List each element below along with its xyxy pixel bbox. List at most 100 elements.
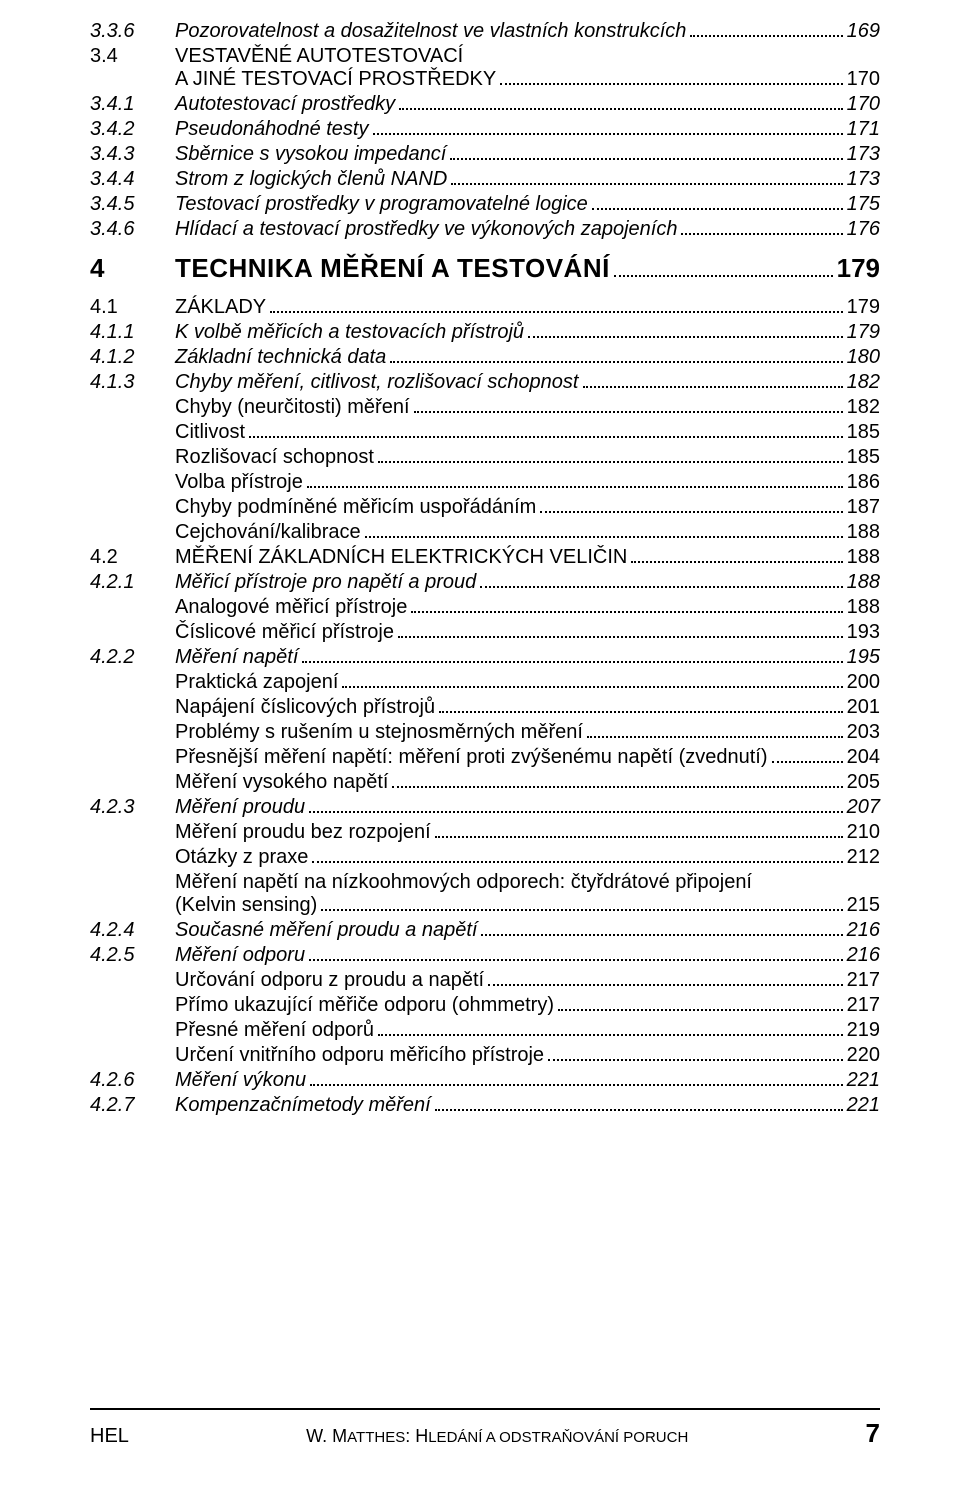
toc-row: 3.4.6Hlídací a testovací prostředky ve v… xyxy=(90,218,880,241)
toc-label: Určování odporu z proudu a napětí xyxy=(175,969,484,992)
toc-label: Kompenzačnímetody měření xyxy=(175,1094,431,1117)
toc-leader xyxy=(439,711,843,713)
toc-label: Problémy s rušením u stejnosměrných měře… xyxy=(175,721,583,744)
toc-page: 221 xyxy=(847,1069,880,1092)
toc-page: 171 xyxy=(847,118,880,141)
toc-page: 200 xyxy=(847,671,880,694)
toc-leader xyxy=(321,909,842,911)
toc-label: Číslicové měřicí přístroje xyxy=(175,621,394,644)
toc-leader xyxy=(302,661,842,663)
toc-leader xyxy=(310,1084,842,1086)
toc-leader xyxy=(558,1009,843,1011)
toc-row: 4.1ZÁKLADY179 xyxy=(90,296,880,319)
toc-row: 3.4.1Autotestovací prostředky170 xyxy=(90,93,880,116)
toc-page: 221 xyxy=(847,1094,880,1117)
toc-leader xyxy=(528,336,843,338)
toc-page: 216 xyxy=(847,944,880,967)
toc-label: Otázky z praxe xyxy=(175,846,308,869)
toc-leader xyxy=(378,461,843,463)
toc-row: 3.4VESTAVĚNÉ AUTOTESTOVACÍA JINÉ TESTOVA… xyxy=(90,45,880,91)
toc-page: 203 xyxy=(847,721,880,744)
toc-label: Pseudonáhodné testy xyxy=(175,118,369,141)
toc-leader xyxy=(435,836,843,838)
toc-page: 188 xyxy=(847,521,880,544)
toc-leader xyxy=(411,611,842,613)
toc-leader xyxy=(488,984,843,986)
toc-page: 195 xyxy=(847,646,880,669)
toc-row: Určení vnitřního odporu měřicího přístro… xyxy=(90,1044,880,1067)
toc-number: 4.2.7 xyxy=(90,1094,175,1117)
toc-row: Měření proudu bez rozpojení210 xyxy=(90,821,880,844)
footer-page-number: 7 xyxy=(866,1418,880,1449)
toc-page: 169 xyxy=(847,20,880,43)
toc-label: Měření výkonu xyxy=(175,1069,306,1092)
toc-row: 4TECHNIKA MĚŘENÍ A TESTOVÁNÍ179 xyxy=(90,253,880,284)
toc-row: 4.2.6Měření výkonu 221 xyxy=(90,1069,880,1092)
toc-label: Volba přístroje xyxy=(175,471,303,494)
toc-label-line2: A JINÉ TESTOVACÍ PROSTŘEDKY xyxy=(175,68,496,91)
toc-number: 4.1 xyxy=(90,296,175,319)
toc-leader xyxy=(450,158,842,160)
toc-leader xyxy=(681,233,842,235)
toc-page: 201 xyxy=(847,696,880,719)
toc-label: Hlídací a testovací prostředky ve výkono… xyxy=(175,218,677,241)
toc-row: 3.4.4Strom z logických členů NAND173 xyxy=(90,168,880,191)
toc-page: 207 xyxy=(847,796,880,819)
toc-label: Cejchování/kalibrace xyxy=(175,521,361,544)
toc-leader xyxy=(772,761,843,763)
toc-page: 173 xyxy=(847,168,880,191)
toc-row: 4.1.1K volbě měřicích a testovacích přís… xyxy=(90,321,880,344)
toc-row: Chyby (neurčitosti) měření182 xyxy=(90,396,880,419)
toc-label: Určení vnitřního odporu měřicího přístro… xyxy=(175,1044,544,1067)
toc-number: 4.1.3 xyxy=(90,371,175,394)
toc-leader xyxy=(583,386,843,388)
toc-leader xyxy=(270,311,842,313)
toc-number: 4.2.4 xyxy=(90,919,175,942)
toc-number: 4.1.2 xyxy=(90,346,175,369)
toc-label: Současné měření proudu a napětí xyxy=(175,919,477,942)
toc-row: Rozlišovací schopnost185 xyxy=(90,446,880,469)
toc-label: Měřicí přístroje pro napětí a proud xyxy=(175,571,476,594)
toc-row: Citlivost185 xyxy=(90,421,880,444)
toc-leader xyxy=(378,1034,843,1036)
toc-label: Měření odporu xyxy=(175,944,305,967)
toc-leader xyxy=(312,861,842,863)
toc-page: 182 xyxy=(847,371,880,394)
toc-leader xyxy=(392,786,842,788)
toc-row: 4.2.7Kompenzačnímetody měření 221 xyxy=(90,1094,880,1117)
toc-leader xyxy=(548,1059,843,1061)
toc-page: 215 xyxy=(847,894,880,917)
toc-number: 4.2 xyxy=(90,546,175,569)
toc-row: Určování odporu z proudu a napětí217 xyxy=(90,969,880,992)
toc-label: Analogové měřicí přístroje xyxy=(175,596,407,619)
toc-row: 4.2.4Současné měření proudu a napětí 216 xyxy=(90,919,880,942)
toc-leader xyxy=(690,35,842,37)
toc-row: 4.2.3Měření proudu207 xyxy=(90,796,880,819)
toc-number: 4.2.2 xyxy=(90,646,175,669)
toc-page: 170 xyxy=(847,93,880,116)
toc-page: 185 xyxy=(847,421,880,444)
toc-page: 193 xyxy=(847,621,880,644)
toc-page: 216 xyxy=(847,919,880,942)
toc-label: Testovací prostředky v programovatelné l… xyxy=(175,193,588,216)
toc-row: 4.2MĚŘENÍ ZÁKLADNÍCH ELEKTRICKÝCH VELIČI… xyxy=(90,546,880,569)
toc-label: Pozorovatelnost a dosažitelnost ve vlast… xyxy=(175,20,686,43)
toc-label: Strom z logických členů NAND xyxy=(175,168,447,191)
toc-number: 4 xyxy=(90,253,175,284)
toc-page: 217 xyxy=(847,994,880,1017)
toc-leader xyxy=(587,736,843,738)
toc-label: Měření proudu xyxy=(175,796,305,819)
toc-number: 3.4.5 xyxy=(90,193,175,216)
toc-page: 219 xyxy=(847,1019,880,1042)
toc-page: 187 xyxy=(847,496,880,519)
toc-page: 170 xyxy=(847,68,880,91)
toc-leader xyxy=(631,561,842,563)
toc-page: 182 xyxy=(847,396,880,419)
toc-number: 3.4.1 xyxy=(90,93,175,116)
toc-label: ZÁKLADY xyxy=(175,296,266,319)
toc-row: Přímo ukazující měřiče odporu (ohmmetry)… xyxy=(90,994,880,1017)
toc-number: 3.4 xyxy=(90,45,175,68)
toc-page: 175 xyxy=(847,193,880,216)
toc-number: 4.2.6 xyxy=(90,1069,175,1092)
toc-label: Praktická zapojení xyxy=(175,671,338,694)
